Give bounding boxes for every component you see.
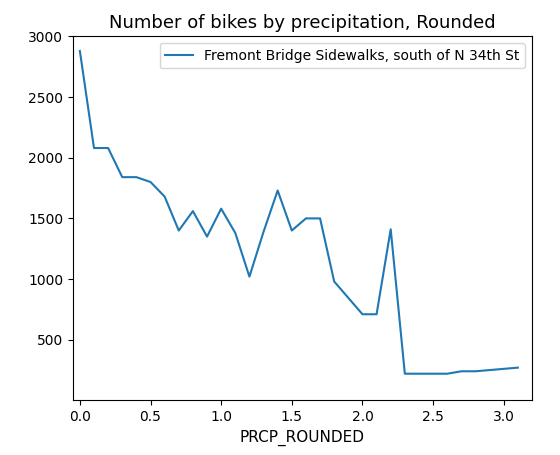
Title: Number of bikes by precipitation, Rounded: Number of bikes by precipitation, Rounde… (109, 14, 496, 32)
Fremont Bridge Sidewalks, south of N 34th St (331, 279, 338, 284)
Fremont Bridge Sidewalks, south of N 34th St (147, 179, 154, 185)
Fremont Bridge Sidewalks, south of N 34th St (105, 145, 111, 151)
Fremont Bridge Sidewalks, south of N 34th St (91, 145, 97, 151)
Fremont Bridge Sidewalks, south of N 34th St (515, 365, 521, 370)
Fremont Bridge Sidewalks, south of N 34th St (246, 274, 253, 279)
Fremont Bridge Sidewalks, south of N 34th St (189, 208, 196, 214)
Fremont Bridge Sidewalks, south of N 34th St (458, 369, 465, 374)
Fremont Bridge Sidewalks, south of N 34th St (175, 228, 182, 233)
Fremont Bridge Sidewalks, south of N 34th St (161, 194, 168, 199)
Fremont Bridge Sidewalks, south of N 34th St (317, 216, 324, 221)
Fremont Bridge Sidewalks, south of N 34th St (472, 369, 479, 374)
Fremont Bridge Sidewalks, south of N 34th St (218, 206, 225, 212)
Legend: Fremont Bridge Sidewalks, south of N 34th St: Fremont Bridge Sidewalks, south of N 34t… (160, 43, 525, 68)
Fremont Bridge Sidewalks, south of N 34th St (288, 228, 295, 233)
X-axis label: PRCP_ROUNDED: PRCP_ROUNDED (240, 430, 365, 446)
Fremont Bridge Sidewalks, south of N 34th St (444, 371, 451, 376)
Fremont Bridge Sidewalks, south of N 34th St (302, 216, 309, 221)
Line: Fremont Bridge Sidewalks, south of N 34th St: Fremont Bridge Sidewalks, south of N 34t… (80, 51, 518, 374)
Fremont Bridge Sidewalks, south of N 34th St (402, 371, 408, 376)
Fremont Bridge Sidewalks, south of N 34th St (133, 174, 140, 180)
Fremont Bridge Sidewalks, south of N 34th St (119, 174, 125, 180)
Fremont Bridge Sidewalks, south of N 34th St (359, 312, 366, 317)
Fremont Bridge Sidewalks, south of N 34th St (373, 312, 380, 317)
Fremont Bridge Sidewalks, south of N 34th St (204, 234, 211, 239)
Fremont Bridge Sidewalks, south of N 34th St (232, 230, 239, 236)
Fremont Bridge Sidewalks, south of N 34th St (77, 48, 83, 54)
Fremont Bridge Sidewalks, south of N 34th St (388, 227, 394, 232)
Fremont Bridge Sidewalks, south of N 34th St (274, 188, 281, 193)
Fremont Bridge Sidewalks, south of N 34th St (260, 229, 267, 234)
